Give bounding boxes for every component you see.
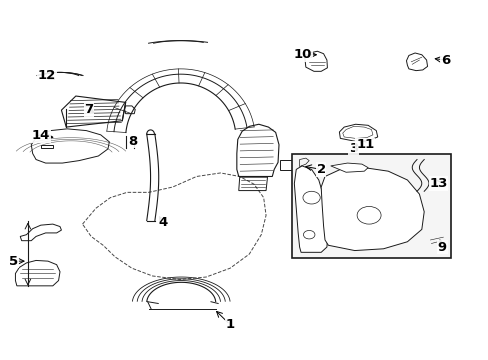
Polygon shape (20, 224, 61, 241)
Polygon shape (16, 260, 60, 286)
Polygon shape (238, 177, 267, 190)
Bar (292, 153, 449, 258)
Text: 14: 14 (32, 129, 50, 143)
Text: 7: 7 (84, 103, 93, 116)
Polygon shape (321, 168, 424, 251)
Polygon shape (61, 96, 125, 127)
Polygon shape (304, 51, 327, 71)
Polygon shape (339, 124, 377, 141)
Polygon shape (236, 124, 279, 176)
Text: 1: 1 (225, 318, 234, 331)
Text: 12: 12 (38, 69, 56, 82)
Text: 10: 10 (293, 48, 311, 61)
Text: 5: 5 (9, 255, 18, 267)
Text: 4: 4 (158, 216, 167, 229)
Text: 3: 3 (348, 142, 358, 155)
Text: 6: 6 (440, 54, 449, 67)
Text: 8: 8 (128, 135, 138, 148)
Polygon shape (406, 53, 427, 71)
Text: 9: 9 (437, 240, 446, 253)
Polygon shape (31, 129, 109, 163)
Polygon shape (330, 163, 367, 172)
Text: 2: 2 (316, 163, 325, 176)
Text: 13: 13 (428, 177, 447, 190)
Polygon shape (124, 106, 135, 114)
Polygon shape (424, 229, 448, 249)
Polygon shape (294, 166, 328, 252)
Text: 11: 11 (355, 138, 374, 151)
